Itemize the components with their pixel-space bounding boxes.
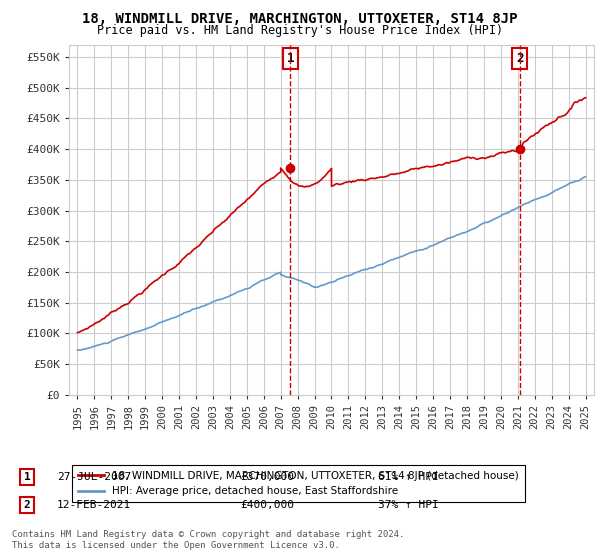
Text: 18, WINDMILL DRIVE, MARCHINGTON, UTTOXETER, ST14 8JP: 18, WINDMILL DRIVE, MARCHINGTON, UTTOXET… [82, 12, 518, 26]
Text: Contains HM Land Registry data © Crown copyright and database right 2024.: Contains HM Land Registry data © Crown c… [12, 530, 404, 539]
Text: 2: 2 [516, 52, 524, 65]
Text: This data is licensed under the Open Government Licence v3.0.: This data is licensed under the Open Gov… [12, 541, 340, 550]
Text: 37% ↑ HPI: 37% ↑ HPI [378, 500, 439, 510]
Text: 27-JUL-2007: 27-JUL-2007 [57, 472, 131, 482]
Text: 1: 1 [23, 472, 31, 482]
Text: 12-FEB-2021: 12-FEB-2021 [57, 500, 131, 510]
Text: Price paid vs. HM Land Registry's House Price Index (HPI): Price paid vs. HM Land Registry's House … [97, 24, 503, 37]
Text: 61% ↑ HPI: 61% ↑ HPI [378, 472, 439, 482]
Text: £400,000: £400,000 [240, 500, 294, 510]
Legend: 18, WINDMILL DRIVE, MARCHINGTON, UTTOXETER, ST14 8JP (detached house), HPI: Aver: 18, WINDMILL DRIVE, MARCHINGTON, UTTOXET… [71, 465, 525, 502]
Text: 2: 2 [23, 500, 31, 510]
Text: 1: 1 [287, 52, 294, 65]
Text: £370,000: £370,000 [240, 472, 294, 482]
